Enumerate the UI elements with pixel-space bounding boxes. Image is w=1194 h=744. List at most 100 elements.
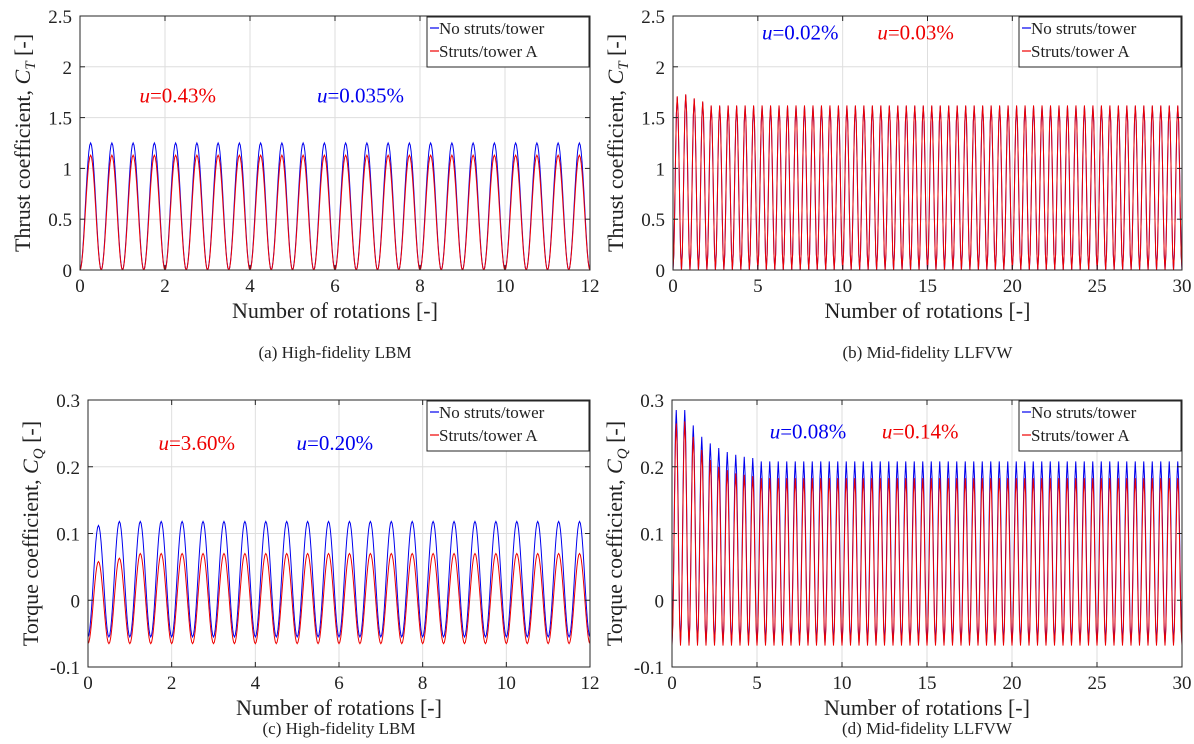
legend-entry: Struts/tower A — [439, 42, 538, 61]
annotation-value: =0.02% — [772, 20, 838, 44]
annotation-value: =0.43% — [150, 83, 216, 107]
x-tick-label: 10 — [496, 276, 515, 297]
x-tick-label: 10 — [833, 673, 852, 694]
x-tick-label: 30 — [1173, 673, 1192, 694]
y-axis-label-text: Torque coefficient, — [18, 474, 43, 646]
x-tick-label: 10 — [497, 673, 516, 694]
x-tick-label: 30 — [1173, 276, 1192, 297]
x-tick-label: 0 — [668, 276, 678, 297]
y-tick-label: 0.3 — [56, 391, 80, 412]
x-tick-label: 12 — [581, 276, 600, 297]
y-axis-label: Thrust coefficient, CT [-] — [603, 34, 632, 252]
x-tick-label: 4 — [245, 276, 255, 297]
y-tick-label: 0.1 — [56, 525, 80, 546]
y-tick-label: 0.3 — [640, 391, 664, 412]
y-axis-label: Torque coefficient, CQ [-] — [18, 421, 47, 646]
x-tick-label: 20 — [1003, 673, 1022, 694]
x-axis-label: Number of rotations [-] — [825, 298, 1031, 323]
x-tick-label: 25 — [1088, 276, 1107, 297]
x-tick-label: 4 — [251, 673, 261, 694]
y-tick-label: 0.2 — [640, 458, 664, 479]
y-tick-label: 0 — [656, 261, 666, 282]
x-tick-label: 12 — [581, 673, 600, 694]
y-axis-label-unit: [-] — [10, 34, 35, 61]
annotation-symbol: u — [770, 420, 781, 444]
y-axis-label-text: Thrust coefficient, — [10, 84, 35, 252]
y-axis-label-symbol: C — [10, 69, 35, 84]
y-axis-label-unit: [-] — [18, 421, 43, 448]
legend-entry: No struts/tower — [439, 403, 545, 422]
chart-panel-b: 0 5 10 15 20 25 30 0 0.5 1 1.5 2 2.5 Number of rotati… — [603, 7, 1192, 362]
x-tick-label: 15 — [918, 673, 937, 694]
legend-entry: No struts/tower — [1031, 403, 1137, 422]
y-axis-label-text: Thrust coefficient, — [603, 84, 628, 252]
y-axis-label-unit: [-] — [603, 34, 628, 61]
panel-caption: (b) Mid-fidelity LLFVW — [843, 343, 1014, 362]
legend-box — [426, 16, 590, 68]
x-tick-label: 5 — [753, 276, 763, 297]
x-axis-label: Number of rotations [-] — [236, 695, 442, 720]
panel-caption: (c) High-fidelity LBM — [263, 719, 416, 738]
legend: No struts/tower Struts/tower A — [426, 16, 590, 68]
annotation-symbol: u — [317, 83, 328, 107]
y-tick-label: 2.5 — [48, 7, 72, 28]
panel-caption: (a) High-fidelity LBM — [259, 343, 412, 362]
annotation-symbol: u — [882, 420, 893, 444]
legend-entry: Struts/tower A — [1031, 426, 1130, 445]
annotation-value: =0.03% — [888, 20, 954, 44]
y-tick-label: 0.5 — [641, 210, 665, 231]
series-line-struts — [88, 552, 590, 645]
y-axis-label-subscript: T — [616, 60, 632, 70]
x-tick-label: 10 — [833, 276, 852, 297]
y-tick-label: 1.5 — [641, 109, 665, 130]
annotation-uncertainty: u=0.43% — [139, 83, 216, 107]
y-tick-label: 0 — [63, 261, 73, 282]
x-tick-label: 20 — [1003, 276, 1022, 297]
y-axis-label-subscript: T — [23, 60, 39, 70]
x-tick-label: 0 — [75, 276, 85, 297]
y-tick-label: 0.5 — [48, 210, 72, 231]
x-tick-label: 6 — [334, 673, 344, 694]
chart-panel-a: 0 2 4 6 8 10 12 0 0.5 1 1.5 2 2.5 Number of rotations… — [10, 7, 600, 362]
annotation-uncertainty: u=0.20% — [297, 431, 374, 455]
x-axis-label: Number of rotations [-] — [232, 298, 438, 323]
annotation-symbol: u — [762, 20, 773, 44]
legend: No struts/tower Struts/tower A — [1018, 16, 1182, 68]
annotation-uncertainty: u=0.035% — [317, 83, 404, 107]
annotation-symbol: u — [158, 431, 169, 455]
y-tick-label: 0 — [655, 591, 665, 612]
y-tick-label: -0.1 — [50, 658, 80, 679]
annotation-value: =0.14% — [892, 420, 958, 444]
x-tick-label: 0 — [83, 673, 93, 694]
annotation-uncertainty: u=0.08% — [770, 420, 847, 444]
legend-box — [1018, 16, 1182, 68]
series-line-struts — [672, 421, 1182, 646]
x-tick-label: 6 — [330, 276, 340, 297]
y-tick-label: 1 — [656, 159, 666, 180]
y-axis-label: Torque coefficient, CQ [-] — [602, 421, 631, 646]
annotation-uncertainty: u=3.60% — [158, 431, 235, 455]
legend: No struts/tower Struts/tower A — [426, 400, 590, 452]
y-tick-label: 0.1 — [640, 525, 664, 546]
x-tick-label: 5 — [752, 673, 762, 694]
y-tick-label: 1 — [63, 159, 73, 180]
x-tick-label: 0 — [667, 673, 677, 694]
y-axis-label-text: Torque coefficient, — [602, 474, 627, 646]
legend-entry: Struts/tower A — [1031, 42, 1130, 61]
x-tick-label: 8 — [415, 276, 425, 297]
y-axis-label-subscript: Q — [615, 448, 631, 459]
annotation-uncertainty: u=0.02% — [762, 20, 839, 44]
annotation-uncertainty: u=0.03% — [877, 20, 954, 44]
y-tick-label: 2 — [63, 58, 73, 79]
x-tick-label: 2 — [167, 673, 177, 694]
panel-caption: (d) Mid-fidelity LLFVW — [842, 719, 1013, 738]
legend-entry: No struts/tower — [439, 19, 545, 38]
x-tick-label: 2 — [160, 276, 170, 297]
x-tick-label: 8 — [418, 673, 428, 694]
y-axis-label-symbol: C — [602, 459, 627, 474]
x-tick-label: 25 — [1088, 673, 1107, 694]
legend-entry: Struts/tower A — [439, 426, 538, 445]
